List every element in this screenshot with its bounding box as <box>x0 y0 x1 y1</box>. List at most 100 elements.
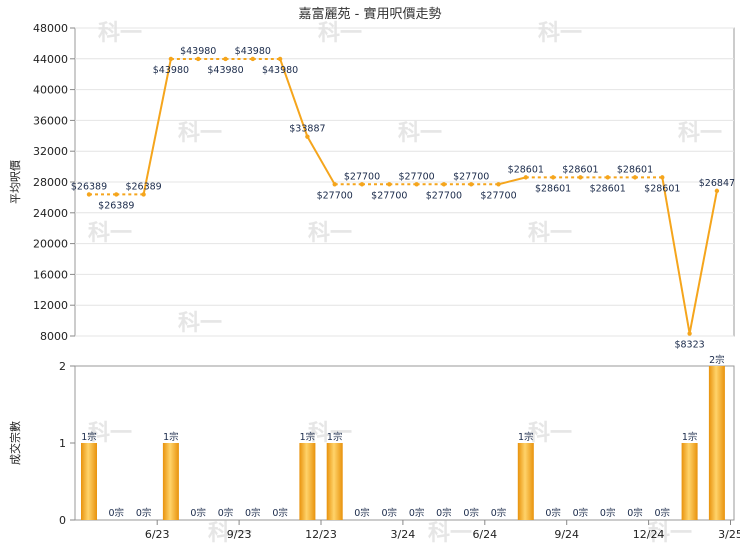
bar-label: 0宗 <box>409 507 425 519</box>
data-point <box>605 175 610 180</box>
series-line-segment <box>498 176 527 186</box>
bar-label: 1宗 <box>300 431 316 443</box>
data-label: $26389 <box>71 181 107 192</box>
bar-label: 0宗 <box>354 507 370 519</box>
x-tick-label: 9/24 <box>554 528 579 541</box>
data-label: $27700 <box>371 190 407 201</box>
y-tick-label: 8000 <box>40 330 68 343</box>
y-tick-label: 44000 <box>33 53 68 66</box>
data-label: $43980 <box>207 65 243 76</box>
watermark: 科一 <box>88 421 132 446</box>
x-tick-label: 9/23 <box>227 528 252 541</box>
data-point <box>332 182 337 187</box>
bar <box>681 443 698 520</box>
watermark: 科一 <box>318 21 362 46</box>
bar-label: 0宗 <box>491 507 507 519</box>
bar-label: 0宗 <box>545 507 561 519</box>
watermark: 科一 <box>308 421 352 446</box>
data-label: $26389 <box>125 181 161 192</box>
bar <box>299 443 316 520</box>
watermark: 科一 <box>88 221 132 246</box>
watermark: 科一 <box>208 521 252 546</box>
x-tick-label: 3/24 <box>391 528 416 541</box>
data-point <box>141 192 146 197</box>
data-label: $28601 <box>617 164 653 175</box>
y-tick-label: 16000 <box>33 268 68 281</box>
data-point <box>305 134 310 139</box>
data-point <box>223 56 228 62</box>
bar-label: 0宗 <box>109 507 125 519</box>
data-point <box>168 56 174 62</box>
data-label: $33887 <box>289 124 325 135</box>
x-tick-label: 12/23 <box>305 528 337 541</box>
y-tick-label: 24000 <box>33 207 68 220</box>
y-tick-label: 32000 <box>33 145 68 158</box>
volume-axis-label: 成交宗數 <box>8 421 22 465</box>
watermark: 科一 <box>98 21 142 46</box>
y-tick-label: 20000 <box>33 238 68 251</box>
data-point <box>414 182 419 187</box>
data-label: $27700 <box>453 171 489 182</box>
bar-label: 0宗 <box>245 507 261 519</box>
data-point <box>359 182 365 187</box>
volume-panel <box>74 365 735 521</box>
y-tick-label: 2 <box>59 360 66 373</box>
watermark: 科一 <box>428 521 472 546</box>
bar-label: 0宗 <box>655 507 671 519</box>
chart-title: 嘉富麗苑 - 實用呎價走勢 <box>299 6 442 22</box>
data-point <box>250 56 255 62</box>
data-point <box>196 56 201 62</box>
data-point <box>114 192 119 197</box>
data-label: $43980 <box>262 65 298 76</box>
data-point <box>632 175 638 180</box>
watermark: 科一 <box>308 221 352 246</box>
data-point <box>578 175 583 180</box>
bar-label: 1宗 <box>81 431 97 443</box>
data-label: $28601 <box>644 183 680 194</box>
data-label: $28601 <box>590 183 626 194</box>
bar <box>162 443 179 520</box>
bar-label: 0宗 <box>573 507 589 519</box>
bar <box>517 443 534 520</box>
bar-label: 0宗 <box>190 507 206 519</box>
series-line-segment <box>142 58 172 195</box>
bar-label: 0宗 <box>136 507 152 519</box>
y-tick-label: 48000 <box>33 22 68 35</box>
bar-label: 0宗 <box>272 507 288 519</box>
data-point <box>441 182 447 187</box>
data-label: $27700 <box>398 171 434 182</box>
watermark: 科一 <box>538 21 582 46</box>
watermark: 科一 <box>178 121 222 146</box>
series-line-segment <box>279 58 309 138</box>
bar-label: 0宗 <box>436 507 452 519</box>
series-line-segment <box>661 177 691 334</box>
bar-label: 0宗 <box>600 507 616 519</box>
watermark: 科一 <box>648 521 692 546</box>
data-point <box>523 175 528 180</box>
data-point <box>86 192 92 197</box>
y-tick-label: 28000 <box>33 176 68 189</box>
bar-label: 1宗 <box>682 431 698 443</box>
data-point <box>277 56 283 62</box>
y-tick-label: 40000 <box>33 84 68 97</box>
series-line-segment <box>688 190 718 334</box>
data-label: $43980 <box>153 65 189 76</box>
data-point <box>550 175 556 180</box>
data-label: $26847 <box>699 178 735 189</box>
price-axis-label: 平均呎價 <box>8 160 22 204</box>
data-point <box>496 182 501 187</box>
bar-label: 2宗 <box>709 354 725 366</box>
bar <box>708 366 725 520</box>
x-tick-label: 3/25 <box>718 528 740 541</box>
x-tick-label: 6/23 <box>145 528 170 541</box>
data-label: $27700 <box>480 190 516 201</box>
y-tick-label: 0 <box>59 514 66 527</box>
watermark: 科一 <box>678 121 722 146</box>
data-point <box>687 331 692 336</box>
watermark: 科一 <box>528 221 572 246</box>
y-tick-label: 12000 <box>33 299 68 312</box>
data-label: $28601 <box>562 164 598 175</box>
bar-label: 1宗 <box>163 431 179 443</box>
